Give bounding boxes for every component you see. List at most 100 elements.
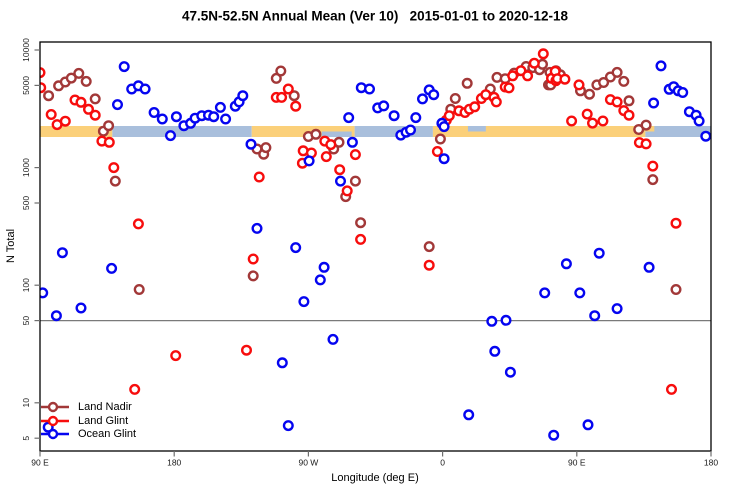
data-point [82, 103, 94, 115]
data-point [282, 83, 294, 95]
band-segment-land [251, 126, 355, 137]
data-point [282, 420, 294, 432]
data-point [489, 345, 501, 357]
data-point [164, 130, 176, 142]
data-point [109, 175, 121, 187]
data-point [133, 284, 145, 296]
data-point [43, 90, 55, 102]
data-point [643, 261, 655, 273]
data-point [303, 155, 315, 167]
legend-label: Land Glint [78, 414, 129, 427]
data-point [611, 303, 623, 315]
legend-label: Ocean Glint [78, 428, 137, 441]
data-point [247, 253, 259, 265]
data-point [40, 287, 49, 299]
data-point [670, 217, 682, 229]
data-point [40, 82, 47, 94]
data-point [208, 111, 220, 123]
data-point [417, 93, 429, 105]
data-point [237, 90, 249, 102]
y-tick-label: 50 [21, 316, 31, 326]
chart-title: 47.5N-52.5N Annual Mean (Ver 10) 2015-01… [182, 8, 568, 24]
data-point [343, 112, 355, 124]
data-point [318, 261, 330, 273]
data-point [310, 128, 322, 140]
data-point [247, 270, 259, 282]
data-point [463, 409, 475, 421]
x-tick-label: 180 [167, 458, 181, 468]
series-ocean-glint [40, 60, 711, 441]
band-segment-ocean [354, 126, 433, 137]
band-segment-land [432, 126, 646, 137]
series-land-glint [40, 48, 682, 395]
data-point [618, 75, 630, 87]
data-point [560, 258, 572, 270]
legend: Land Nadir Land Glint Ocean Glint [40, 400, 136, 441]
data-point [50, 310, 62, 322]
data-point [73, 67, 85, 79]
plot-border [39, 41, 712, 452]
data-point [574, 287, 586, 299]
data-point [45, 108, 57, 120]
data-point [431, 145, 443, 157]
data-point [275, 65, 287, 77]
plot-area [40, 48, 711, 441]
data-point [129, 383, 141, 395]
data-point [89, 109, 101, 121]
x-axis-label: Longitude (deg E) [331, 472, 419, 484]
data-point [423, 259, 435, 271]
y-tick-label: 1000 [21, 158, 31, 177]
data-point [410, 112, 422, 124]
x-tick-label: 180 [704, 458, 718, 468]
x-tick-label: 90 E [31, 458, 49, 468]
data-point [573, 79, 585, 91]
data-point [677, 86, 689, 98]
data-point [438, 153, 450, 165]
data-point [670, 284, 682, 296]
data-point [611, 66, 623, 78]
data-point [106, 262, 118, 274]
data-point [587, 117, 599, 129]
data-point [335, 175, 347, 187]
y-tick-label: 10000 [21, 38, 31, 62]
data-point [59, 115, 71, 127]
y-tick-label: 5000 [21, 76, 31, 95]
data-point [56, 247, 68, 259]
data-point [240, 344, 252, 356]
data-point [528, 57, 540, 69]
data-point [655, 60, 667, 72]
data-point [490, 96, 502, 108]
data-point [170, 350, 182, 362]
data-point [640, 138, 652, 150]
data-point [500, 314, 512, 326]
data-point [103, 120, 115, 132]
data-point [251, 222, 263, 234]
data-point [288, 90, 300, 102]
data-point [434, 133, 446, 145]
data-point [341, 185, 353, 197]
legend-label: Land Nadir [78, 400, 132, 413]
band-segment-ocean [645, 126, 711, 137]
data-point [327, 333, 339, 345]
data-point [355, 233, 367, 245]
legend-item-ocean-glint: Ocean Glint [40, 428, 136, 442]
data-point [405, 124, 417, 136]
data-point [148, 106, 160, 118]
data-point [581, 108, 593, 120]
data-point [388, 110, 400, 122]
data-point [132, 218, 144, 230]
data-point [298, 296, 310, 308]
data-point [65, 72, 77, 84]
data-point [349, 175, 361, 187]
data-point [108, 162, 120, 174]
data-point [428, 89, 440, 101]
data-point [597, 115, 609, 127]
data-point [469, 101, 481, 113]
data-point [566, 115, 578, 127]
data-point [647, 174, 659, 186]
data-point [290, 242, 302, 254]
x-tick-label: 90 W [298, 458, 318, 468]
data-point [539, 287, 551, 299]
